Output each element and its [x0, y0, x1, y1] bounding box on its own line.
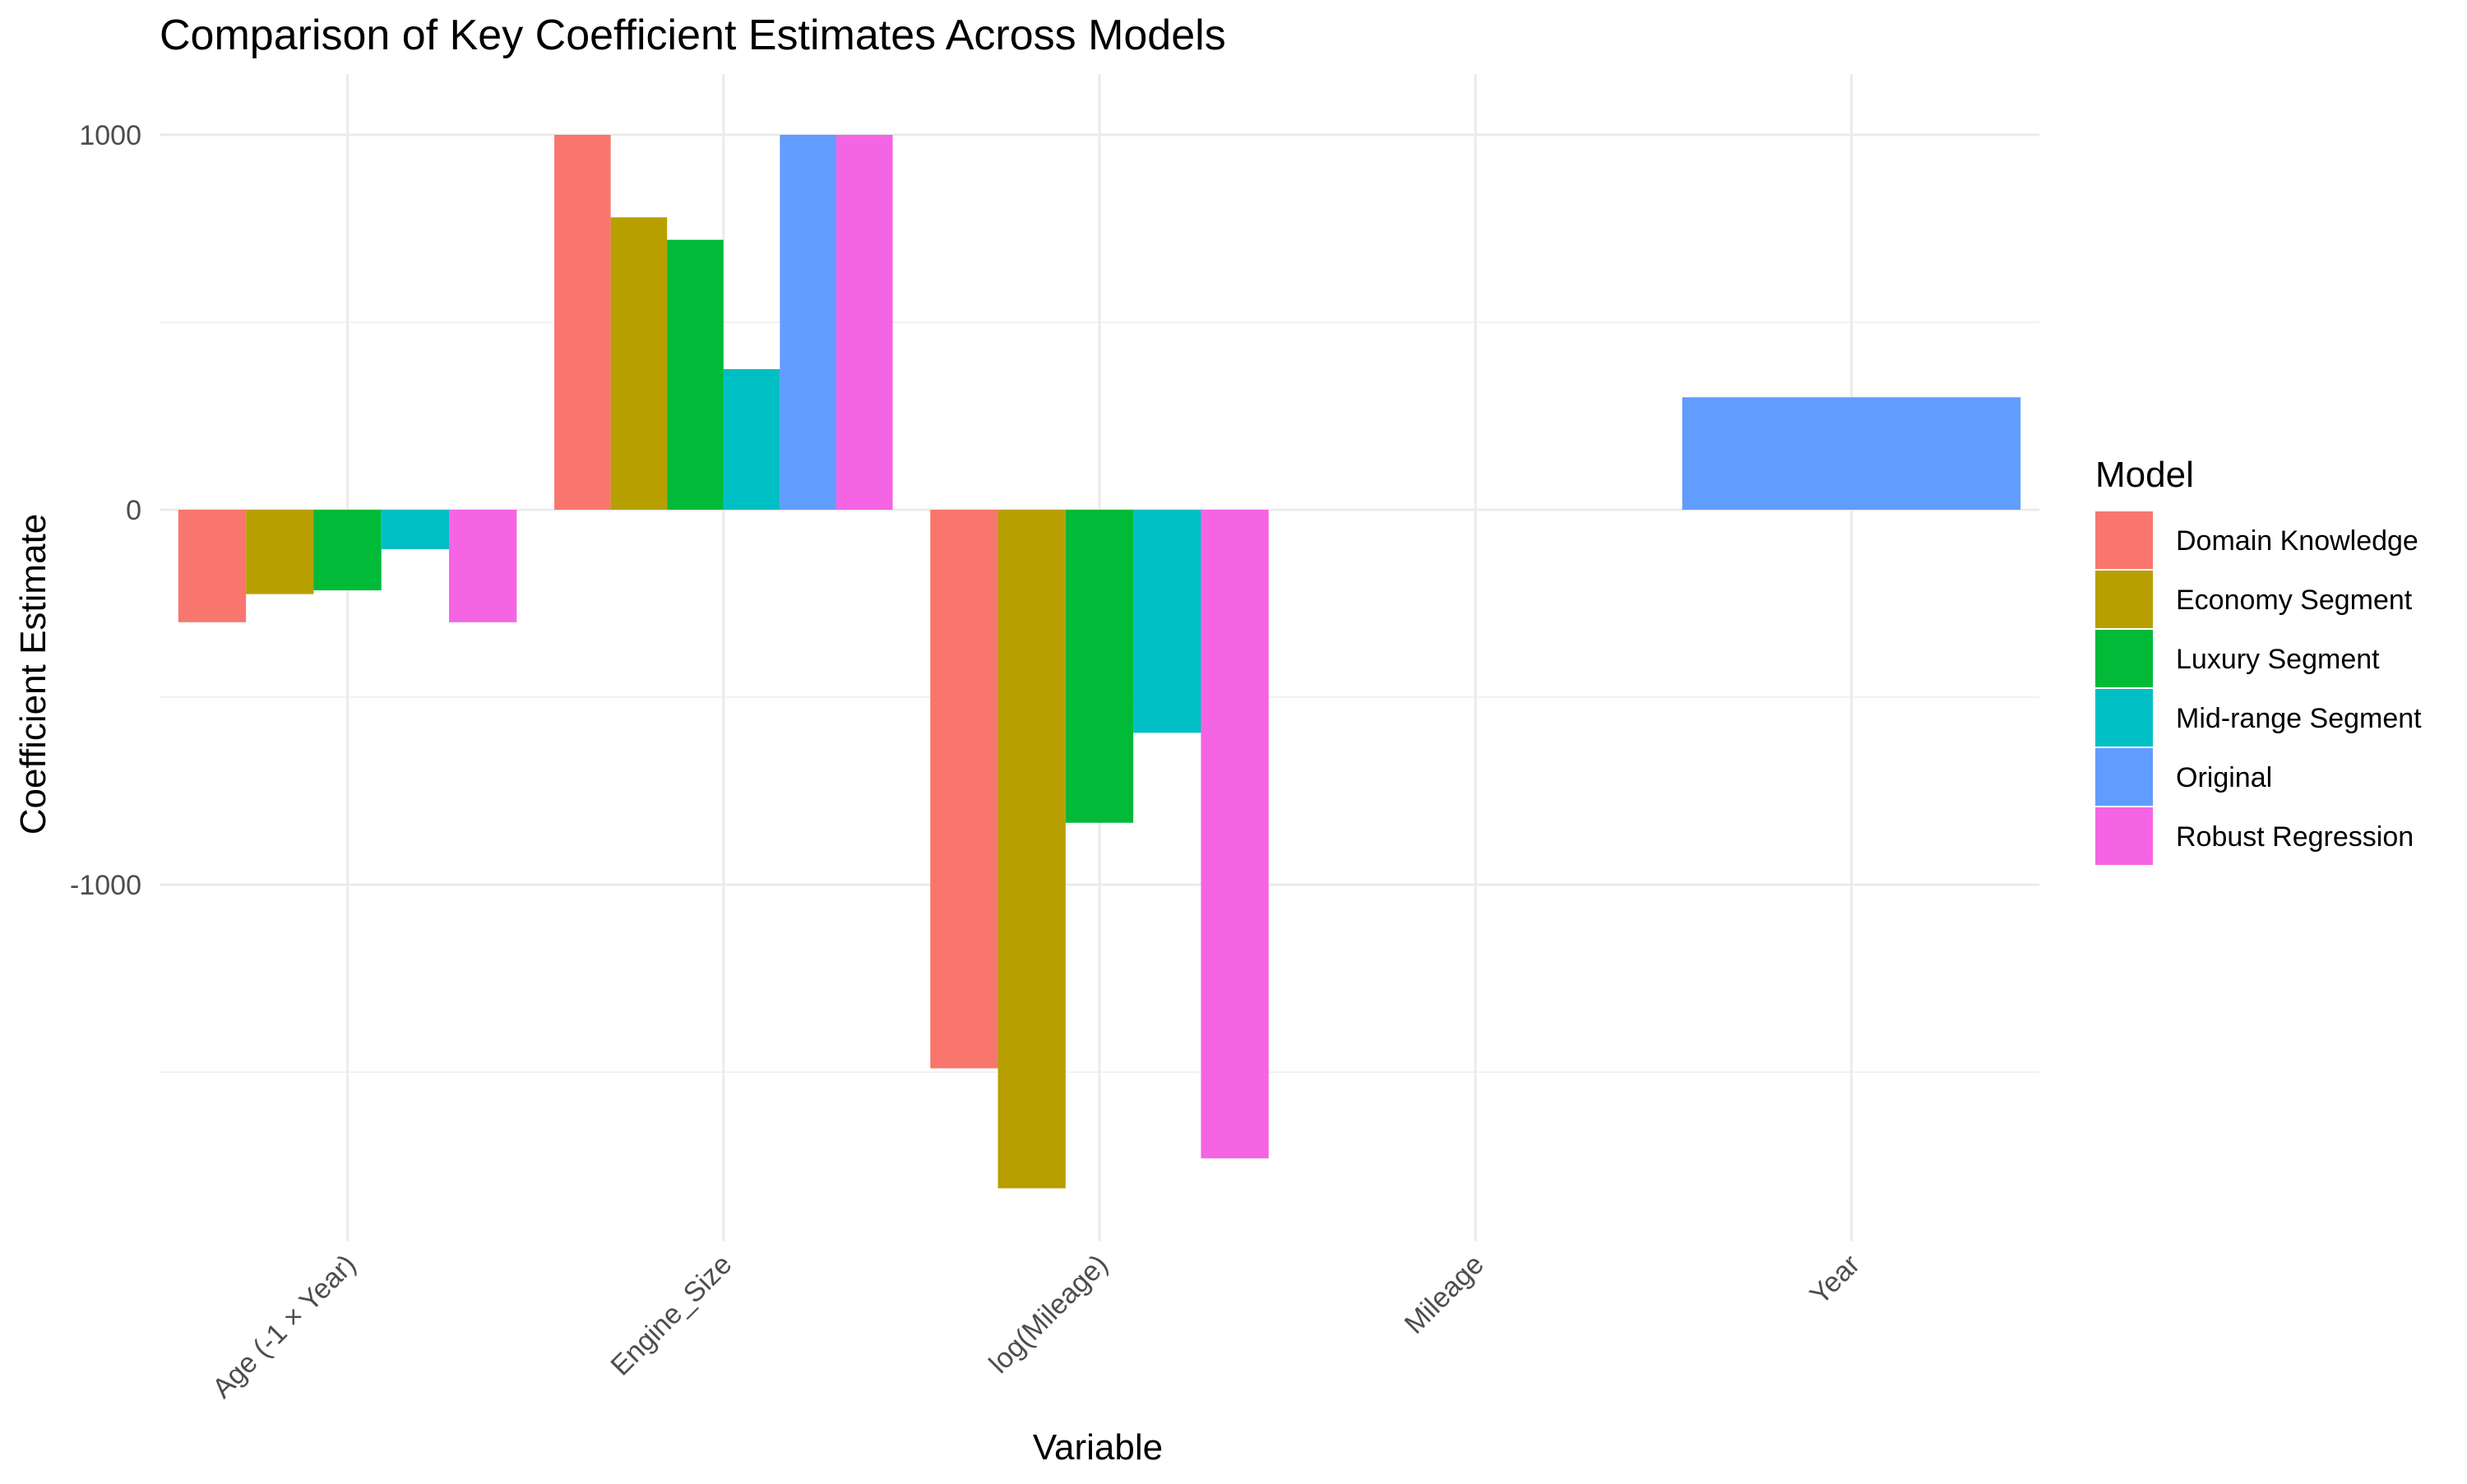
bar	[449, 510, 517, 622]
legend-key	[2095, 571, 2153, 628]
legend-key	[2095, 511, 2153, 569]
x-tick-label: Engine_Size	[605, 1249, 738, 1382]
legend: Model Domain Knowledge Economy Segment Lux…	[2095, 455, 2422, 865]
x-tick-label: Mileage	[1399, 1249, 1490, 1340]
legend-label: Luxury Segment	[2176, 644, 2380, 675]
x-axis-title: Variable	[1033, 1427, 1163, 1468]
bar	[313, 510, 382, 591]
bar	[381, 510, 450, 549]
x-tick-labels: Age (-1 × Year) Engine_Size log(Mileage) Mi…	[206, 1249, 1866, 1404]
bar	[997, 510, 1066, 1189]
legend-label: Robust Regression	[2176, 821, 2414, 853]
x-tick-label: log(Mileage)	[983, 1249, 1113, 1380]
chart-title: Comparison of Key Coefficient Estimates …	[160, 12, 1226, 59]
bar	[1682, 397, 2021, 510]
bar	[835, 135, 893, 510]
y-tick-label: -1000	[70, 870, 141, 901]
bar	[610, 217, 668, 510]
bar	[1201, 510, 1269, 1158]
bar	[723, 369, 780, 510]
legend-key	[2095, 748, 2153, 806]
y-axis-title: Coefficient Estimate	[13, 514, 53, 834]
y-tick-labels: 1000 0 -1000	[70, 120, 141, 901]
legend-label: Economy Segment	[2176, 585, 2413, 616]
bar	[246, 510, 314, 594]
legend-key	[2095, 807, 2153, 865]
legend-label: Original	[2176, 762, 2272, 793]
legend-title: Model	[2095, 455, 2194, 495]
bar	[930, 510, 998, 1069]
bar	[554, 135, 611, 510]
bar	[1133, 510, 1201, 733]
bar	[667, 239, 724, 510]
legend-label: Mid-range Segment	[2176, 703, 2422, 734]
bar	[1065, 510, 1134, 823]
x-tick-label: Year	[1804, 1249, 1866, 1311]
bar	[178, 510, 247, 622]
y-tick-label: 1000	[79, 120, 141, 151]
bar	[780, 135, 836, 510]
x-tick-label: Age (-1 × Year)	[206, 1249, 362, 1404]
legend-label: Domain Knowledge	[2176, 525, 2418, 557]
legend-key	[2095, 689, 2153, 747]
legend-key	[2095, 630, 2153, 687]
bar-layer	[178, 135, 2021, 1189]
y-tick-label: 0	[126, 495, 141, 526]
